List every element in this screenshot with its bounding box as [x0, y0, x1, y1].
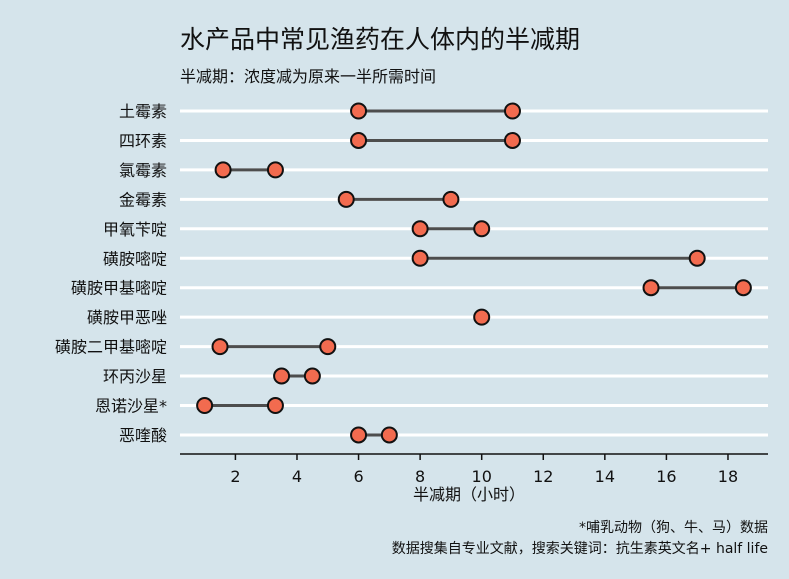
y-category-label: 磺胺嘧啶: [103, 249, 167, 268]
min-point: [642, 279, 660, 297]
min-point: [411, 220, 429, 238]
y-category-label: 恩诺沙星*: [95, 397, 167, 416]
x-tick-label: 14: [595, 467, 615, 486]
max-point: [734, 279, 752, 297]
min-point: [211, 338, 229, 356]
y-category-label: 金霉素: [119, 190, 167, 209]
x-tick-label: 6: [353, 467, 363, 486]
x-tick-label: 12: [533, 467, 553, 486]
y-category-label: 甲氧苄啶: [103, 220, 167, 239]
x-tick-label: 8: [415, 467, 425, 486]
y-category-label: 磺胺甲基嘧啶: [71, 279, 167, 298]
y-category-label: 土霉素: [119, 102, 167, 121]
min-point: [473, 308, 491, 326]
y-category-label: 环丙沙星: [103, 367, 167, 386]
min-point: [214, 161, 232, 179]
min-point: [273, 367, 291, 385]
max-point: [688, 249, 706, 267]
x-tick-label: 18: [718, 467, 738, 486]
min-point: [196, 397, 214, 414]
chart-subtitle: 半减期：浓度减为原来一半所需时间: [180, 67, 437, 86]
x-tick-label: 10: [472, 467, 492, 486]
footnote-mammal: *哺乳动物（狗、牛、马）数据: [579, 520, 768, 536]
max-point: [503, 102, 521, 120]
chart-title: 水产品中常见渔药在人体内的半减期: [180, 25, 581, 54]
max-point: [380, 426, 398, 444]
footnote-source: 数据搜集自专业文献，搜索关键词：抗生素英文名+ half life: [391, 541, 768, 557]
x-tick-label: 16: [656, 467, 676, 486]
x-tick-label: 2: [230, 467, 240, 486]
y-category-label: 磺胺甲恶唑: [87, 308, 167, 327]
max-point: [319, 338, 337, 356]
min-point: [411, 249, 429, 267]
max-point: [303, 367, 321, 385]
x-tick-label: 4: [292, 467, 302, 486]
y-category-label: 恶喹酸: [119, 426, 167, 445]
max-point: [503, 131, 521, 149]
min-point: [350, 102, 368, 120]
min-point: [337, 190, 355, 208]
max-point: [473, 220, 491, 238]
max-point: [266, 397, 284, 414]
min-point: [350, 131, 368, 149]
y-category-label: 四环素: [119, 131, 167, 150]
x-axis-label: 半减期（小时）: [413, 485, 525, 504]
min-point: [350, 426, 368, 444]
max-point: [266, 161, 284, 179]
y-category-label: 氯霉素: [119, 161, 167, 180]
y-category-label: 磺胺二甲基嘧啶: [55, 338, 167, 357]
max-point: [442, 190, 460, 208]
